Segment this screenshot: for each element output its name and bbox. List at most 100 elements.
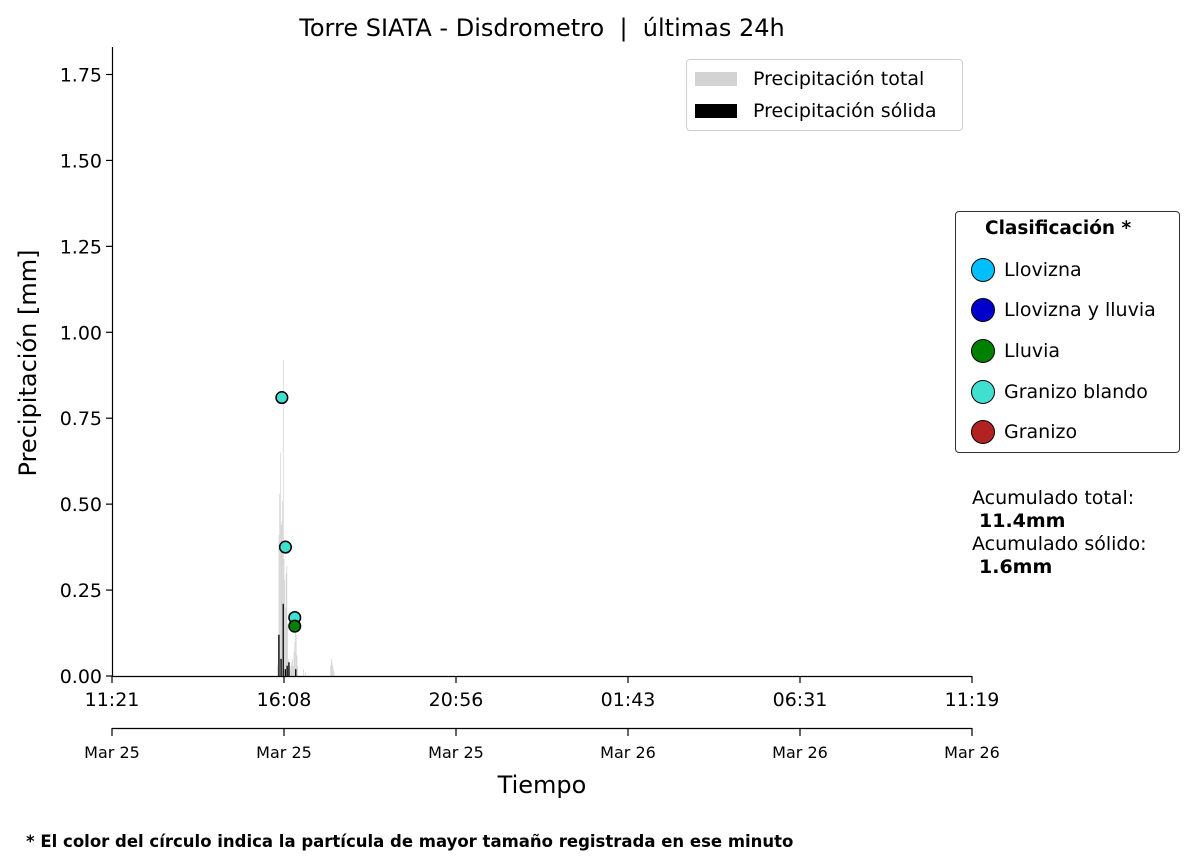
class-label-llovizna-y-lluvia: Llovizna y lluvia — [1004, 299, 1156, 321]
total-bar — [330, 665, 331, 676]
y-tick-label: 1.25 — [60, 236, 102, 258]
accumulated-total-value: 11.4mm — [979, 510, 1066, 532]
particle-marker — [288, 619, 302, 633]
class-label-lluvia: Lluvia — [1004, 340, 1061, 362]
date-tick-label: Mar 26 — [944, 743, 1000, 762]
y-tick-label: 1.75 — [60, 64, 102, 86]
x-tick-label: 01:43 — [601, 689, 656, 711]
date-tick-label: Mar 26 — [772, 743, 828, 762]
accumulated-summary: Acumulado total: 11.4mm Acumulado sólido… — [972, 487, 1147, 579]
x-tick-label: 06:31 — [773, 689, 828, 711]
legend-swatch-total — [695, 72, 737, 86]
total-bar — [290, 669, 291, 676]
total-bar — [282, 359, 284, 676]
total-bar — [331, 662, 333, 676]
footnote: * El color del círculo indica la partícu… — [26, 832, 794, 851]
total-bar — [295, 634, 297, 676]
x-axis-label: Tiempo — [497, 771, 587, 799]
total-bar — [333, 669, 334, 676]
class-dot-lluvia — [971, 339, 995, 363]
solid-bar — [278, 634, 280, 676]
legend-label-total: Precipitación total — [753, 68, 925, 90]
y-tick-label: 0.50 — [60, 494, 102, 516]
classification-title: Clasificación * — [985, 218, 1132, 239]
accumulated-solid-label: Acumulado sólido: — [972, 533, 1147, 555]
total-bar — [282, 500, 283, 676]
total-bar — [286, 566, 288, 676]
date-tick-label: Mar 25 — [84, 743, 140, 762]
total-bar — [278, 535, 280, 676]
class-label-granizo: Granizo — [1004, 421, 1078, 443]
accumulated-total-label: Acumulado total: — [972, 487, 1135, 509]
y-tick-label: 0.00 — [60, 666, 102, 688]
legend-item-total: Precipitación total — [695, 68, 924, 90]
total-bar — [287, 624, 288, 676]
class-item-granizo: Granizo — [971, 420, 1077, 444]
total-bar — [284, 579, 286, 676]
total-bar — [332, 665, 334, 676]
total-bar — [279, 493, 281, 676]
chart-title: Torre SIATA - Disdrometro | últimas 24h — [298, 14, 784, 42]
total-bar — [294, 641, 296, 676]
total-bar — [333, 672, 335, 676]
y-tick-label: 1.00 — [60, 322, 102, 344]
date-tick-label: Mar 25 — [428, 743, 484, 762]
x-axis-date: Mar 25 Mar 25 Mar 25 Mar 26 Mar 26 Mar 26 — [84, 728, 1000, 762]
solid-bar — [284, 669, 287, 676]
class-label-llovizna: Llovizna — [1004, 259, 1082, 281]
y-axis: 0.00 0.25 0.50 0.75 1.00 1.25 1.50 1.75 — [60, 64, 112, 688]
legend-item-solid: Precipitación sólida — [695, 100, 937, 122]
class-label-granizo-blando: Granizo blando — [1004, 381, 1148, 403]
class-item-lluvia: Lluvia — [971, 339, 1060, 363]
date-tick-label: Mar 26 — [600, 743, 656, 762]
date-tick-label: Mar 25 — [256, 743, 312, 762]
legend-swatch-solid — [695, 104, 737, 118]
total-bar — [281, 521, 283, 676]
total-bar — [293, 651, 295, 676]
y-tick-label: 1.50 — [60, 150, 102, 172]
total-bar — [290, 665, 292, 676]
class-item-llovizna: Llovizna — [971, 258, 1082, 282]
total-bar — [295, 627, 296, 676]
total-bar — [292, 665, 294, 676]
total-bar — [280, 524, 282, 676]
total-bar — [280, 452, 281, 676]
y-tick-label: 0.75 — [60, 408, 102, 430]
class-dot-llovizna — [971, 258, 995, 282]
class-item-llovizna-y-lluvia: Llovizna y lluvia — [971, 298, 1156, 322]
legend: Precipitación total Precipitación sólida — [686, 59, 963, 131]
particle-markers — [275, 391, 302, 633]
total-bar — [292, 658, 293, 676]
particle-marker — [275, 391, 289, 405]
y-axis-label: Precipitación [mm] — [14, 250, 42, 477]
total-precipitation-bars — [277, 359, 335, 676]
class-dot-llovizna-y-lluvia — [971, 298, 995, 322]
total-bar — [289, 665, 291, 676]
total-bar — [305, 672, 306, 676]
classification-legend: Clasificación * Llovizna Llovizna y lluv… — [955, 211, 1180, 453]
x-axis-time: 11:21 16:08 20:56 01:43 06:31 11:19 — [85, 676, 1000, 711]
x-tick-label: 16:08 — [257, 689, 312, 711]
accumulated-solid-value: 1.6mm — [979, 556, 1053, 578]
solid-bar — [288, 662, 290, 676]
total-bar — [285, 572, 287, 676]
total-bar — [285, 607, 286, 676]
y-tick-label: 0.25 — [60, 580, 102, 602]
particle-marker — [278, 540, 292, 554]
x-tick-label: 11:21 — [85, 689, 140, 711]
class-item-granizo-blando: Granizo blando — [971, 380, 1148, 404]
total-bar — [291, 662, 293, 676]
total-bar — [330, 658, 332, 676]
solid-precipitation-bars — [278, 603, 297, 676]
solid-bar — [282, 603, 284, 676]
x-tick-label: 11:19 — [945, 689, 1000, 711]
total-bar — [297, 665, 298, 676]
total-bar — [296, 655, 298, 676]
solid-bar — [280, 658, 282, 676]
class-dot-granizo-blando — [971, 380, 995, 404]
x-tick-label: 20:56 — [429, 689, 484, 711]
total-bar — [277, 665, 278, 676]
legend-label-solid: Precipitación sólida — [753, 100, 937, 122]
class-dot-granizo — [971, 420, 995, 444]
